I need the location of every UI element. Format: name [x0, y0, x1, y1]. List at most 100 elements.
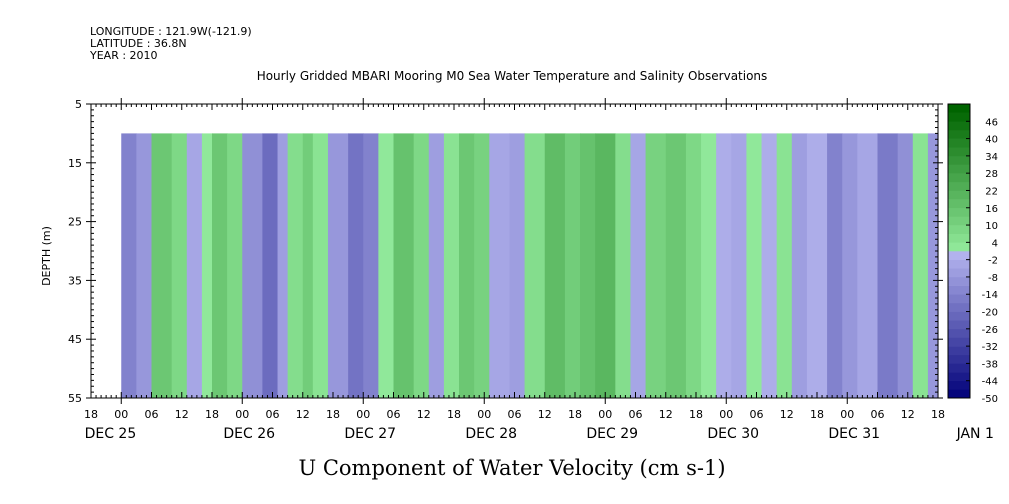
heatmap-band — [363, 133, 379, 398]
heatmap-band — [136, 133, 153, 398]
colorbar-label: 40 — [985, 135, 998, 146]
colorbar-swatch — [948, 164, 970, 174]
colorbar-label: 22 — [985, 186, 998, 197]
x-hour-label: 18 — [205, 408, 219, 421]
colorbar-swatch — [948, 216, 970, 226]
y-tick-label: 5 — [75, 98, 82, 111]
latitude-text: LATITUDE : 36.8N — [90, 37, 187, 50]
colorbar-swatch — [948, 259, 970, 269]
colorbar-swatch — [948, 372, 970, 382]
heatmap-band — [393, 133, 415, 398]
heatmap-band — [277, 133, 289, 398]
colorbar-label: 16 — [985, 204, 998, 215]
heatmap-band — [212, 133, 228, 398]
chart-title: Hourly Gridded MBARI Mooring M0 Sea Wate… — [257, 69, 768, 83]
heatmap-band — [121, 133, 137, 398]
colorbar-swatch — [948, 328, 970, 338]
colorbar-swatch — [948, 302, 970, 312]
colorbar-swatch — [948, 346, 970, 356]
colorbar-swatch — [948, 225, 970, 235]
heatmap-band — [927, 133, 939, 398]
colorbar-frame — [947, 103, 971, 399]
x-hour-label: 00 — [477, 408, 491, 421]
x-hour-label: 12 — [659, 408, 673, 421]
heatmap-band — [615, 133, 632, 398]
heatmap-band — [524, 133, 546, 398]
colorbar-swatch — [948, 199, 970, 209]
colorbar-swatch — [948, 285, 970, 295]
x-hour-label: 06 — [145, 408, 159, 421]
heatmap-band — [302, 133, 314, 398]
y-tick-label: 45 — [68, 333, 82, 346]
longitude-text: LONGITUDE : 121.9W(-121.9) — [90, 25, 252, 38]
year-text: YEAR : 2010 — [90, 49, 158, 62]
colorbar-swatch — [948, 363, 970, 373]
x-hour-label: 18 — [810, 408, 824, 421]
colorbar-swatch — [948, 104, 970, 113]
heatmap-band — [459, 133, 475, 398]
colorbar-label: -32 — [982, 342, 998, 353]
heatmap-band — [443, 133, 460, 398]
colorbar: 46 40 34 28 22 16 10 4 -2 -8 -14 -20 -26 -32 -38 -44 -50 — [947, 103, 998, 405]
x-hour-label: 06 — [387, 408, 401, 421]
x-date-label: JAN 1 — [956, 426, 994, 442]
colorbar-label: -8 — [988, 273, 998, 284]
x-hour-label: 06 — [750, 408, 764, 421]
x-hour-label: 00 — [356, 408, 370, 421]
x-hour-label: 18 — [568, 408, 582, 421]
x-date-label: DEC 26 — [223, 426, 275, 442]
heatmap-band — [857, 133, 879, 398]
x-hour-label: 12 — [417, 408, 431, 421]
x-hour-label: 18 — [447, 408, 461, 421]
heatmap-band — [312, 133, 329, 398]
heatmap-band — [665, 133, 687, 398]
y-axis: 5 15 25 35 45 55 — [68, 98, 943, 405]
heatmap-band — [701, 133, 717, 398]
x-hour-label: 18 — [84, 408, 98, 421]
x-hour-label: 00 — [235, 408, 249, 421]
heatmap-band — [186, 133, 203, 398]
x-date-label: DEC 31 — [828, 426, 880, 442]
y-tick-label: 25 — [68, 216, 82, 229]
colorbar-swatch — [948, 354, 970, 364]
colorbar-swatch — [948, 311, 970, 321]
heatmap-band — [897, 133, 914, 398]
heatmap-band — [474, 133, 490, 398]
colorbar-swatch — [948, 147, 970, 157]
heatmap-band — [327, 133, 349, 398]
x-date-label: DEC 28 — [465, 426, 517, 442]
heatmap-band — [731, 133, 748, 398]
heatmap-band — [509, 133, 526, 398]
heatmap-band — [242, 133, 264, 398]
x-axis-label: U Component of Water Velocity (cm s-1) — [298, 456, 725, 480]
colorbar-swatch — [948, 129, 970, 139]
colorbar-label: 46 — [985, 117, 998, 128]
x-date-label: DEC 30 — [707, 426, 759, 442]
heatmap-band — [287, 133, 304, 398]
colorbar-swatch — [948, 268, 970, 278]
colorbar-label: -38 — [982, 359, 998, 370]
colorbar-label: -20 — [982, 308, 998, 319]
colorbar-swatch — [948, 138, 970, 148]
x-date-label: DEC 25 — [85, 426, 137, 442]
x-hour-label: 18 — [689, 408, 703, 421]
heatmap-band — [151, 133, 173, 398]
heatmap-band — [842, 133, 858, 398]
colorbar-swatch — [948, 155, 970, 165]
heatmap-band — [645, 133, 667, 398]
x-hour-label: 12 — [175, 408, 189, 421]
colorbar-label: -2 — [988, 256, 998, 267]
colorbar-swatch — [948, 242, 970, 252]
heatmap-band — [348, 133, 364, 398]
heatmap-band — [413, 133, 430, 398]
x-hour-label: 06 — [629, 408, 643, 421]
colorbar-swatch — [948, 389, 970, 399]
heatmap-band — [564, 133, 581, 398]
x-hour-label: 18 — [326, 408, 340, 421]
heatmap-band — [761, 133, 778, 398]
colorbar-swatch — [948, 380, 970, 390]
x-hour-label: 00 — [598, 408, 612, 421]
colorbar-swatch — [948, 190, 970, 200]
heatmap-band — [685, 133, 702, 398]
